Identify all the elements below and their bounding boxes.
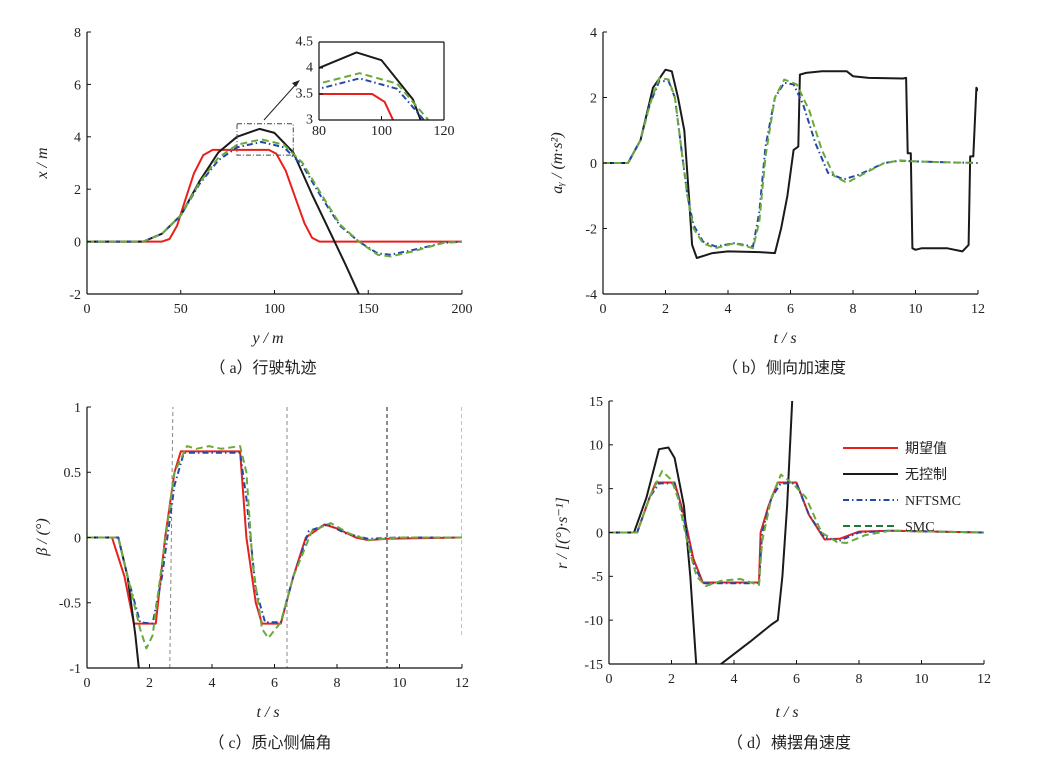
x-tick-label: 8	[334, 676, 341, 691]
y-tick-label: -1	[69, 662, 81, 677]
caption-b: （ b）侧向加速度	[722, 359, 846, 377]
ylabel-a: x / m	[34, 147, 51, 179]
series-line-smc	[603, 76, 978, 250]
x-tick-label: 8	[850, 302, 857, 317]
x-tick-label: 80	[312, 124, 326, 139]
y-tick-label: 4	[306, 61, 313, 76]
series-line-无控制-asymptote	[169, 407, 174, 668]
x-tick-label: 120	[434, 124, 455, 139]
y-tick-label: -0.5	[59, 597, 81, 612]
series-line-nftsmc	[319, 77, 426, 120]
x-tick-label: 0	[600, 302, 607, 317]
x-tick-label: 200	[452, 302, 473, 317]
y-tick-label: 15	[589, 395, 603, 410]
ylabel-d: r / [(°)·s⁻¹]	[554, 497, 571, 569]
x-tick-label: 0	[84, 676, 91, 691]
y-tick-label: 0	[596, 526, 603, 541]
series-line-nftsmc	[609, 482, 984, 585]
zoom-arrow	[263, 81, 299, 121]
legend-label: 无控制	[905, 467, 947, 483]
x-tick-label: 10	[909, 302, 923, 317]
y-tick-label: 2	[590, 91, 597, 106]
legend-label: SMC	[905, 520, 935, 535]
x-tick-label: 6	[793, 672, 800, 687]
y-tick-label: -2	[69, 288, 81, 303]
legend-label: 期望值	[905, 441, 947, 457]
zoom-region-box	[236, 123, 294, 156]
y-tick-label: 4.5	[296, 35, 314, 50]
legend-label: NFTSMC	[905, 494, 961, 509]
x-tick-label: 2	[668, 672, 675, 687]
plot-area-0	[87, 127, 462, 294]
ylabel-c: β / (°)	[34, 518, 51, 556]
caption-d: （ d）横摆角速度	[727, 734, 851, 752]
x-tick-label: 2	[146, 676, 153, 691]
series-line-smc	[319, 72, 430, 120]
series-line-期望值	[319, 93, 395, 120]
caption-a: （ a）行驶轨迹	[209, 359, 316, 377]
ylabel-b: aᵧ / (m·s²)	[549, 132, 566, 193]
y-tick-label: 4	[590, 26, 597, 41]
caption-c: （ c）质心侧偏角	[208, 734, 331, 752]
y-tick-label: 10	[589, 439, 603, 454]
series-line-无控制	[603, 68, 978, 259]
y-tick-label: 1	[74, 401, 81, 416]
plot-area-3	[609, 401, 984, 664]
x-tick-label: 150	[358, 302, 379, 317]
series-line-无控制	[319, 51, 422, 120]
y-tick-label: 8	[74, 26, 81, 41]
series-line-smc	[87, 138, 462, 258]
x-tick-label: 8	[856, 672, 863, 687]
y-tick-label: 0	[74, 236, 81, 251]
zoom-arrow-head	[292, 80, 300, 87]
x-tick-label: 50	[174, 302, 188, 317]
x-tick-label: 10	[915, 672, 929, 687]
y-tick-label: 2	[74, 183, 81, 198]
x-tick-label: 6	[787, 302, 794, 317]
y-tick-label: 5	[596, 483, 603, 498]
series-line-smc	[609, 470, 984, 587]
x-tick-label: 12	[455, 676, 469, 691]
y-tick-label: 3.5	[296, 87, 314, 102]
xlabel-b: t / s	[773, 330, 796, 347]
plot-area-2	[87, 407, 462, 668]
y-tick-label: -4	[585, 288, 597, 303]
x-tick-label: 6	[271, 676, 278, 691]
y-tick-label: -10	[584, 614, 603, 629]
x-tick-label: 4	[209, 676, 216, 691]
x-tick-label: 0	[606, 672, 613, 687]
x-tick-label: 12	[977, 672, 991, 687]
y-tick-label: -2	[585, 222, 597, 237]
plot-area-1	[603, 68, 978, 259]
x-tick-label: 4	[725, 302, 732, 317]
y-tick-label: 4	[74, 131, 81, 146]
series-line-nftsmc	[87, 141, 462, 256]
xlabel-d: t / s	[775, 704, 798, 721]
x-tick-label: 0	[84, 302, 91, 317]
y-tick-label: 0.5	[64, 466, 82, 481]
series-line-smc	[87, 445, 462, 650]
x-tick-label: 2	[662, 302, 669, 317]
y-tick-label: 0	[590, 157, 597, 172]
series-line-无控制	[87, 536, 140, 668]
series-line-nftsmc	[603, 80, 978, 248]
y-tick-label: 0	[74, 531, 81, 546]
y-tick-label: 6	[74, 78, 81, 93]
x-tick-label: 12	[971, 302, 985, 317]
series-line-无控制	[609, 446, 698, 664]
x-tick-label: 10	[393, 676, 407, 691]
y-tick-label: 3	[306, 113, 313, 128]
y-tick-label: -15	[584, 658, 603, 673]
series-line-期望值	[87, 148, 462, 243]
xlabel-a: y / m	[250, 330, 283, 347]
series-line-无控制	[719, 401, 794, 664]
xlabel-c: t / s	[256, 704, 279, 721]
x-tick-label: 100	[264, 302, 285, 317]
x-tick-label: 100	[371, 124, 392, 139]
x-tick-label: 4	[731, 672, 738, 687]
y-tick-label: -5	[591, 570, 603, 585]
plot-area-inset	[319, 51, 430, 120]
